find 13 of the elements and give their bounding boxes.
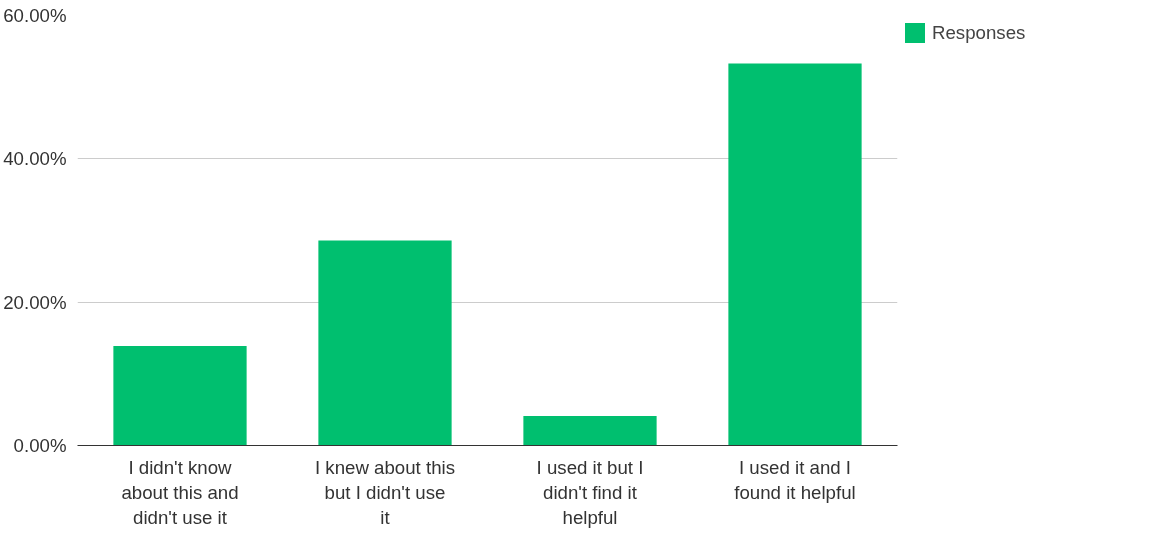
y-tick-label: 40.00%: [3, 148, 67, 170]
bar: [318, 240, 452, 446]
legend-label: Responses: [932, 21, 1026, 44]
bar: [113, 345, 247, 446]
bar: [728, 63, 862, 446]
y-tick-label: 20.00%: [3, 291, 67, 313]
y-tick-label: 60.00%: [3, 5, 67, 26]
y-tick-label: 0.00%: [13, 435, 67, 456]
x-tick-label: I didn't know about this and didn't use it: [121, 456, 239, 528]
x-tick-label: I used it and I found it helpful: [734, 456, 856, 503]
x-tick-label: I used it but I didn't find it helpful: [536, 456, 644, 528]
bar: [523, 416, 657, 446]
x-tick-label: I knew about this but I didn't use it: [315, 456, 456, 528]
